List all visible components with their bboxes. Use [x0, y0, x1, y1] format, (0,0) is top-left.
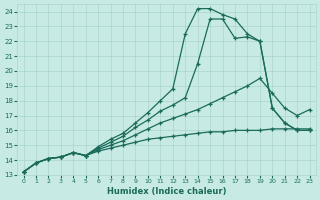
X-axis label: Humidex (Indice chaleur): Humidex (Indice chaleur)	[107, 187, 226, 196]
